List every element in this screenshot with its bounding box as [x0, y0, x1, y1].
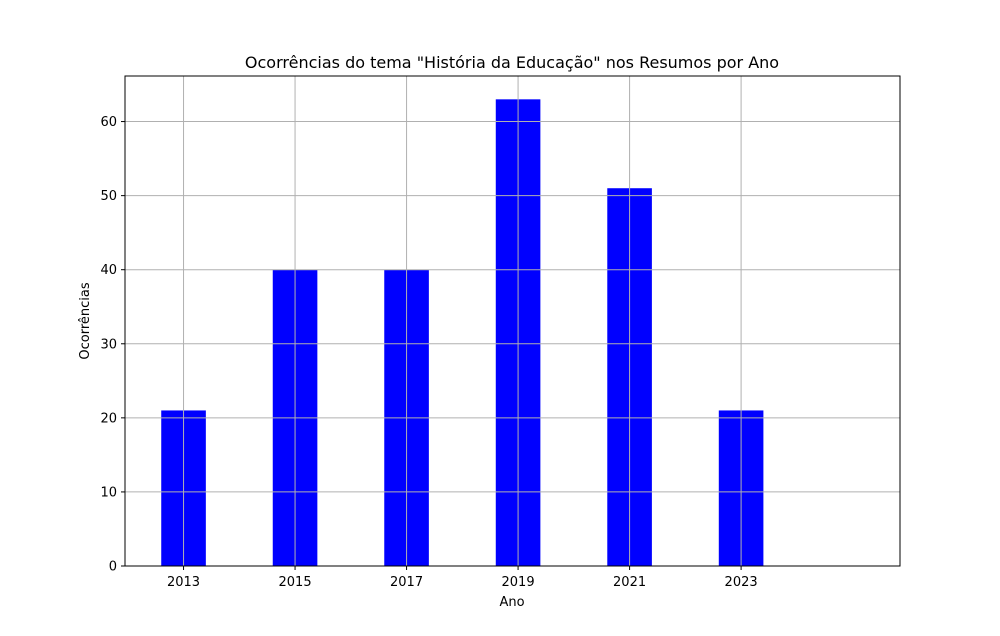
y-tick-label: 0 — [109, 560, 117, 575]
y-tick-label: 20 — [100, 411, 117, 426]
y-tick-label: 30 — [100, 337, 117, 352]
x-tick-label: 2019 — [502, 575, 535, 590]
x-tick-label: 2017 — [390, 575, 423, 590]
y-tick-label: 60 — [100, 115, 117, 130]
x-tick-label: 2015 — [279, 575, 312, 590]
x-axis-ticks: 2013 2015 2017 2019 2021 2023 — [167, 566, 758, 590]
y-axis-ticks: 0 10 20 30 40 50 60 — [100, 115, 125, 575]
y-tick-label: 40 — [100, 263, 117, 278]
bars — [161, 99, 764, 566]
x-axis-label: Ano — [499, 595, 524, 610]
y-axis-label: Ocorrências — [78, 282, 93, 359]
x-tick-label: 2021 — [613, 575, 646, 590]
x-tick-label: 2023 — [725, 575, 758, 590]
chart-title: Ocorrências do tema "História da Educaçã… — [245, 53, 779, 72]
y-tick-label: 50 — [100, 189, 117, 204]
y-tick-label: 10 — [100, 485, 117, 500]
x-tick-label: 2013 — [167, 575, 200, 590]
plot-frame — [124, 75, 901, 567]
